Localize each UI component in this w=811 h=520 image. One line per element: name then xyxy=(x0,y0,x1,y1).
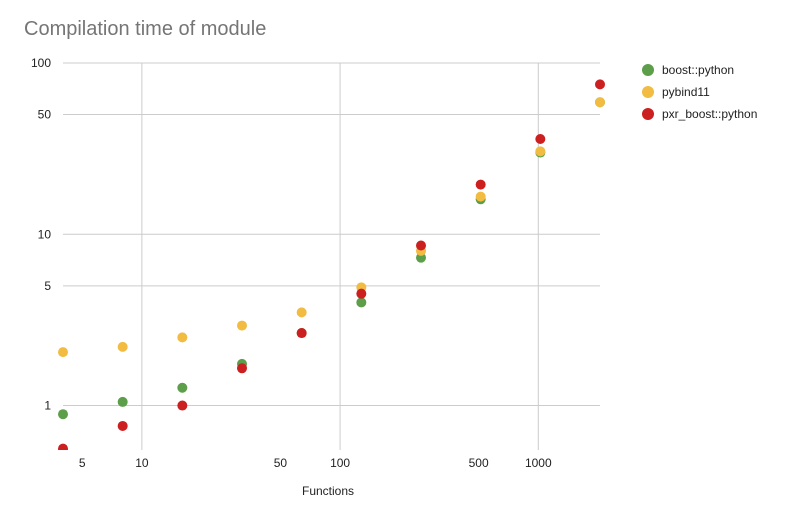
y-tick-label: 100 xyxy=(31,56,51,70)
chart-title: Compilation time of module xyxy=(24,18,267,40)
x-tick-label: 5 xyxy=(79,456,86,470)
x-tick-label: 100 xyxy=(330,456,350,470)
data-point-pxr-boost-python xyxy=(416,240,426,251)
data-points xyxy=(58,79,605,450)
x-tick-label: 500 xyxy=(469,456,489,470)
y-axis-ticks: 1 5 10 50 100 xyxy=(31,56,51,413)
data-point-pxr-boost-python xyxy=(58,443,68,450)
y-tick-label: 50 xyxy=(38,108,52,122)
data-point-boost-python xyxy=(58,409,68,420)
legend-item[interactable]: boost::python xyxy=(642,63,734,77)
x-axis-ticks: 5 10 50 100 500 1000 xyxy=(79,456,552,470)
data-point-pybind11 xyxy=(177,332,188,343)
y-tick-label: 10 xyxy=(38,227,52,241)
legend-label: pybind11 xyxy=(662,85,710,99)
data-point-pxr-boost-python xyxy=(356,288,367,299)
data-point-pybind11 xyxy=(58,347,68,358)
legend-marker xyxy=(642,108,654,120)
legend-item[interactable]: pybind11 xyxy=(642,85,710,99)
data-point-boost-python xyxy=(117,396,128,407)
data-point-pybind11 xyxy=(475,191,486,202)
data-point-pxr-boost-python xyxy=(535,133,546,144)
grid xyxy=(63,62,600,450)
legend-label: pxr_boost::python xyxy=(662,107,757,121)
data-point-pybind11 xyxy=(117,341,128,352)
data-point-boost-python xyxy=(356,297,367,308)
legend-marker xyxy=(642,86,654,98)
data-point-pxr-boost-python xyxy=(595,79,605,90)
data-point-pybind11 xyxy=(237,320,247,331)
x-axis-label: Functions xyxy=(302,484,354,498)
y-tick-label: 1 xyxy=(44,399,51,413)
data-point-pybind11 xyxy=(595,97,605,108)
data-point-pxr-boost-python xyxy=(177,400,188,411)
legend-marker xyxy=(642,64,654,76)
x-tick-label: 1000 xyxy=(525,456,552,470)
data-point-pxr-boost-python xyxy=(237,363,247,374)
data-point-pxr-boost-python xyxy=(475,179,486,190)
x-tick-label: 50 xyxy=(274,456,288,470)
x-tick-label: 10 xyxy=(135,456,149,470)
legend-item[interactable]: pxr_boost::python xyxy=(642,107,757,121)
data-point-pybind11 xyxy=(535,146,546,157)
data-point-boost-python xyxy=(177,382,188,393)
data-point-pxr-boost-python xyxy=(296,328,307,339)
data-point-pxr-boost-python xyxy=(117,420,128,431)
data-point-pybind11 xyxy=(296,307,307,318)
legend-label: boost::python xyxy=(662,63,734,77)
y-tick-label: 5 xyxy=(44,279,51,293)
